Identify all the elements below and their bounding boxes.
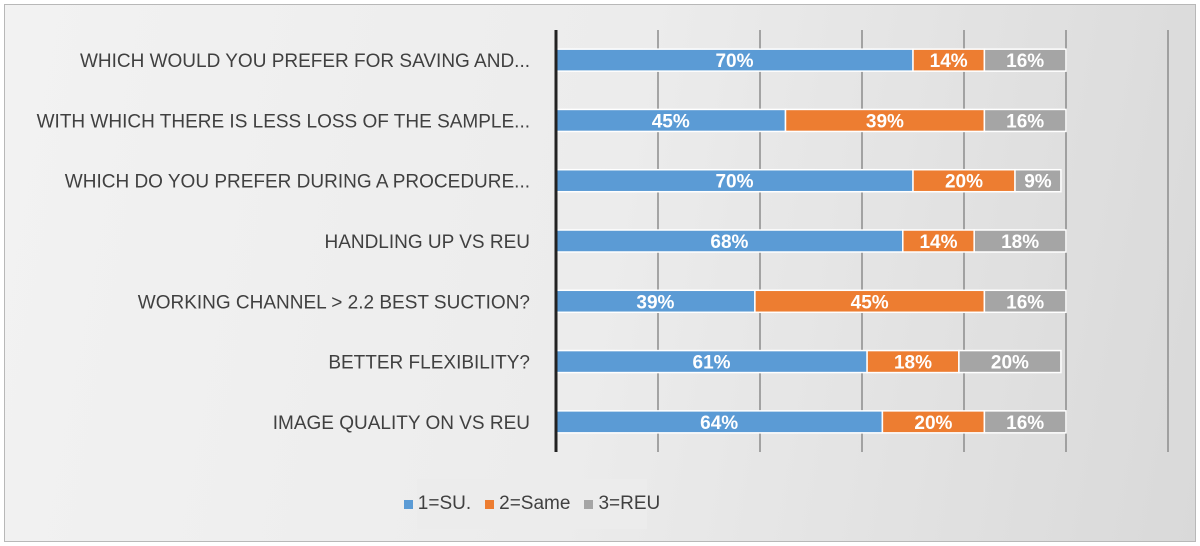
legend-swatch xyxy=(584,499,594,509)
data-label: 64% xyxy=(700,413,738,434)
category-label: WHICH WOULD YOU PREFER FOR SAVING AND... xyxy=(80,51,530,72)
data-label: 18% xyxy=(894,353,932,374)
data-label: 16% xyxy=(1006,413,1044,434)
data-label: 14% xyxy=(930,51,968,72)
bar-segment-3=REU xyxy=(958,349,1062,374)
data-label: 70% xyxy=(715,51,753,72)
data-label: 70% xyxy=(715,172,753,193)
data-label: 20% xyxy=(914,413,952,434)
category-label: HANDLING UP VS REU xyxy=(324,232,530,253)
bar-segment-3=REU xyxy=(983,410,1067,434)
data-label: 16% xyxy=(1006,292,1044,313)
data-label: 68% xyxy=(710,232,748,253)
category-label: IMAGE QUALITY ON VS REU xyxy=(273,413,530,434)
data-label: 39% xyxy=(866,111,904,132)
data-label: 39% xyxy=(636,292,674,313)
bar-segment-3=REU xyxy=(983,48,1067,72)
bar-segment-3=REU xyxy=(983,289,1067,314)
category-label: BETTER FLEXIBILITY? xyxy=(328,353,530,374)
category-label: WITH WHICH THERE IS LESS LOSS OF THE SAM… xyxy=(37,111,530,132)
category-label: WHICH DO YOU PREFER DURING A PROCEDURE..… xyxy=(65,172,530,193)
chart-card xyxy=(4,4,1196,542)
legend: 1=SU. 2=Same 3=REU xyxy=(403,479,660,529)
category-label: WORKING CHANNEL > 2.2 BEST SUCTION? xyxy=(138,292,530,313)
bar-segment-3=REU xyxy=(983,108,1067,133)
data-label: 45% xyxy=(652,111,690,132)
legend-label: 1=SU. xyxy=(417,493,472,514)
data-label: 14% xyxy=(919,232,957,253)
legend-item: 1=SU. xyxy=(403,493,472,515)
legend-label: 3=REU xyxy=(598,493,661,514)
data-label: 18% xyxy=(1001,232,1039,253)
legend-label: 2=Same xyxy=(499,493,571,514)
bar-segment-3=REU xyxy=(1014,168,1062,193)
legend-swatch xyxy=(485,499,495,509)
data-label: 61% xyxy=(693,353,731,374)
data-label: 45% xyxy=(851,292,889,313)
legend-item: 2=Same xyxy=(485,493,570,515)
legend-item: 3=REU xyxy=(584,493,660,515)
bar-segment-3=REU xyxy=(973,229,1067,253)
data-label: 16% xyxy=(1006,111,1044,132)
data-label: 20% xyxy=(945,172,983,193)
legend-swatch xyxy=(403,499,413,509)
data-label: 16% xyxy=(1006,51,1044,72)
data-label: 20% xyxy=(991,353,1029,374)
data-label: 9% xyxy=(1024,172,1052,193)
